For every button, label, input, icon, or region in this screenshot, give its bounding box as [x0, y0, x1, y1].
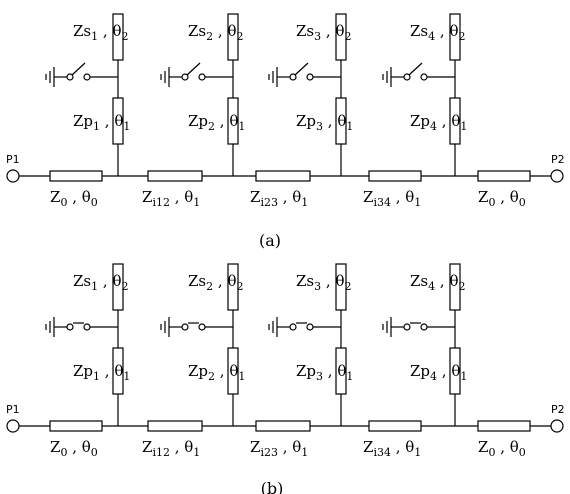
stub-zp-label-2: Zp2 , θ1	[188, 112, 245, 133]
series-line-label-3: Zi23 , θ1	[250, 188, 308, 209]
series-line-1	[49, 420, 103, 432]
switch-contact	[420, 73, 428, 81]
port-p1-label: P1	[6, 403, 20, 416]
series-line-5	[477, 420, 531, 432]
stub-zp-label-4: Zp4 , θ1	[410, 112, 467, 133]
series-line-4	[368, 420, 422, 432]
port-p1-label: P1	[6, 153, 20, 166]
stub-zp-label-3: Zp3 , θ1	[296, 362, 353, 383]
port-p2-label: P2	[551, 403, 565, 416]
switch-contact	[306, 323, 314, 331]
switch-open	[294, 62, 309, 76]
switch-contact	[66, 323, 74, 331]
series-line-label-4: Zi34 , θ1	[363, 188, 421, 209]
stub-zp-label-3: Zp3 , θ1	[296, 112, 353, 133]
switch-open	[186, 62, 201, 76]
port-p2-label: P2	[551, 153, 565, 166]
stub-zp-label-4: Zp4 , θ1	[410, 362, 467, 383]
stub-zs-label-3: Zs3 , θ2	[296, 22, 351, 43]
port-p1	[6, 169, 20, 183]
series-line-1	[49, 170, 103, 182]
series-line-4	[368, 170, 422, 182]
port-p1	[6, 419, 20, 433]
switch-contact	[403, 323, 411, 331]
series-line-2	[147, 170, 203, 182]
series-line-label-2: Zi12 , θ1	[142, 438, 200, 459]
switch-contact	[289, 323, 297, 331]
switch-open	[71, 62, 86, 76]
series-line-label-5: Z0 , θ0	[478, 188, 526, 209]
panel-caption: (a)	[259, 231, 281, 250]
stub-zp-label-1: Zp1 , θ1	[73, 362, 130, 383]
switch-contact	[306, 73, 314, 81]
series-line-label-3: Zi23 , θ1	[250, 438, 308, 459]
panel-caption: (b)	[261, 479, 284, 494]
stub-zp-label-1: Zp1 , θ1	[73, 112, 130, 133]
stub-zs-label-4: Zs4 , θ2	[410, 22, 465, 43]
stub-zs-label-2: Zs2 , θ2	[188, 272, 243, 293]
panel-a: P1 P2 Z0 , θ0 Zi12 , θ1 Zi23 , θ1 Zi34 , θ1 Z0…	[6, 13, 565, 250]
switch-contact	[420, 323, 428, 331]
series-line-3	[255, 170, 311, 182]
series-line-label-1: Z0 , θ0	[50, 438, 98, 459]
series-line-5	[477, 170, 531, 182]
switch-open	[408, 62, 423, 76]
stub-zs-label-2: Zs2 , θ2	[188, 22, 243, 43]
stub-zs-label-1: Zs1 , θ2	[73, 22, 128, 43]
series-line-3	[255, 420, 311, 432]
panel-b: P1 P2 Z0 , θ0 Zi12 , θ1 Zi23 , θ1 Zi34 , θ1 Z0…	[6, 263, 565, 494]
switch-contact	[83, 73, 91, 81]
series-line-2	[147, 420, 203, 432]
switch-contact	[198, 323, 206, 331]
port-p2	[550, 419, 564, 433]
switch-contact	[83, 323, 91, 331]
switch-contact	[181, 323, 189, 331]
series-line-label-1: Z0 , θ0	[50, 188, 98, 209]
stub-zp-label-2: Zp2 , θ1	[188, 362, 245, 383]
switch-contact	[198, 73, 206, 81]
stub-zs-label-3: Zs3 , θ2	[296, 272, 351, 293]
series-line-label-5: Z0 , θ0	[478, 438, 526, 459]
series-line-label-4: Zi34 , θ1	[363, 438, 421, 459]
series-line-label-2: Zi12 , θ1	[142, 188, 200, 209]
stub-zs-label-4: Zs4 , θ2	[410, 272, 465, 293]
stub-zs-label-1: Zs1 , θ2	[73, 272, 128, 293]
port-p2	[550, 169, 564, 183]
